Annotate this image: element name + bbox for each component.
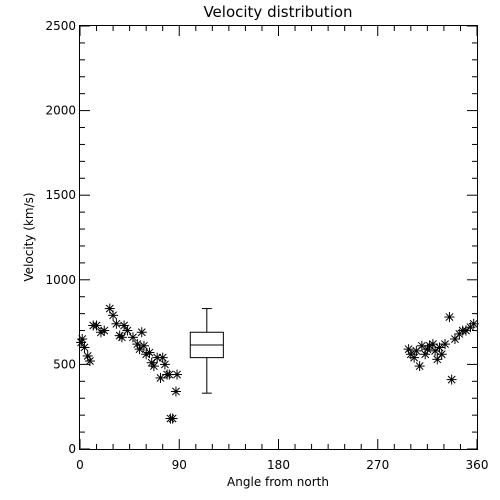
data-point [159,359,170,370]
data-point [148,361,159,372]
data-point [446,374,457,385]
y-tick-label: 500 [53,357,76,371]
data-point [136,327,147,338]
y-axis: 0 500 1000 1500 2000 2500 [45,19,477,456]
data-point [122,325,133,336]
data-point [138,340,149,351]
data-point [416,340,427,351]
y-tick-label: 2500 [45,19,76,33]
y-tick-label: 0 [68,442,76,456]
y-tick-label: 2000 [45,104,76,118]
data-point [409,352,420,363]
data-point [444,312,455,323]
data-point [119,320,130,331]
data-point [164,369,175,380]
data-point [152,352,163,363]
y-axis-label: Velocity (km/s) [22,192,36,281]
data-point [108,310,119,321]
data-point [79,342,90,353]
data-point [167,413,178,424]
data-point [84,356,95,367]
x-axis-label: Angle from north [227,475,329,489]
data-point [170,386,181,397]
data-point [172,369,183,380]
data-point [116,332,127,343]
data-point [144,347,155,358]
x-tick-label: 270 [366,458,389,472]
y-tick-label: 1000 [45,273,76,287]
data-point [468,318,479,329]
data-point [127,332,138,343]
x-tick-label: 360 [466,458,489,472]
data-point [436,349,447,360]
data-point [449,334,460,345]
x-tick-label: 180 [267,458,290,472]
data-point [414,361,425,372]
data-point [99,325,110,336]
plot-frame [79,25,478,450]
data-points [76,303,479,424]
chart-title: Velocity distribution [203,3,352,21]
data-point [460,325,471,336]
data-point [440,339,451,350]
data-point [91,320,102,331]
x-tick-label: 0 [76,458,84,472]
x-axis: 0 90 180 270 360 [76,26,488,472]
boxplot [189,308,224,394]
data-point [157,352,168,363]
x-tick-label: 90 [172,458,187,472]
y-tick-label: 1500 [45,188,76,202]
data-point [111,318,122,329]
data-point [77,334,88,345]
